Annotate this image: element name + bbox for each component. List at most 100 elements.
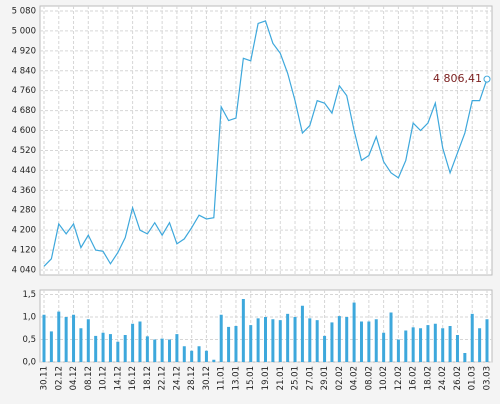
last-point: [483, 75, 491, 83]
x-tick-label: 08.12: [84, 366, 94, 390]
y-tick-label: 4 680: [12, 106, 36, 116]
y-tick-label: 4 040: [12, 266, 36, 276]
volume-bar: [293, 317, 297, 362]
x-tick-label: 10.12: [99, 366, 109, 390]
volume-bar: [300, 305, 304, 362]
y-tick-label: 4 920: [12, 46, 36, 56]
x-tick-label: 04.12: [69, 366, 79, 390]
volume-bar: [175, 334, 179, 362]
volume-bar: [286, 313, 290, 362]
volume-bar: [448, 326, 452, 362]
volume-bar: [153, 339, 157, 362]
volume-bar: [359, 321, 363, 362]
x-tick-label: 18.02: [423, 366, 433, 390]
x-tick-label: 30.12: [202, 366, 212, 390]
volume-bar: [271, 319, 275, 362]
volume-bar: [367, 321, 371, 362]
volume-bar: [168, 339, 172, 362]
x-tick-label: 03.03: [483, 366, 493, 390]
volume-bar: [485, 319, 489, 362]
x-tick-label: 13.01: [231, 366, 241, 390]
volume-bar: [264, 317, 267, 362]
y-tick-label: 0,5: [22, 335, 36, 345]
x-tick-label: 25.01: [291, 366, 301, 390]
volume-bar: [330, 322, 334, 362]
x-tick-label: 04.02: [350, 366, 360, 390]
x-tick-label: 16.02: [409, 366, 419, 390]
volume-bar: [419, 328, 423, 362]
volume-bar: [337, 316, 341, 362]
volume-bar: [64, 317, 68, 362]
volume-bar: [374, 319, 378, 362]
y-tick-label: 5 000: [12, 26, 36, 36]
x-tick-label: 24.12: [172, 366, 182, 390]
volume-bar: [86, 319, 90, 362]
volume-bar: [249, 325, 253, 362]
x-tick-label: 29.01: [320, 366, 330, 390]
x-tick-label: 02.12: [54, 366, 64, 390]
volume-bar: [323, 335, 327, 362]
volume-bar: [160, 338, 164, 362]
y-tick-label: 4 760: [12, 86, 36, 96]
y-tick-label: 4 600: [12, 126, 36, 136]
volume-bar: [116, 341, 120, 362]
x-tick-label: 12.02: [394, 366, 404, 390]
volume-bar: [478, 328, 482, 362]
x-tick-label: 18.12: [143, 366, 153, 390]
volume-bar: [212, 359, 216, 362]
volume-bar: [345, 317, 349, 362]
volume-bar: [79, 328, 83, 362]
volume-bar: [278, 320, 282, 362]
volume-bar: [227, 326, 231, 362]
x-tick-label: 21.01: [276, 366, 286, 390]
volume-bar: [382, 332, 386, 362]
x-tick-label: 16.12: [128, 366, 138, 390]
volume-bar: [256, 318, 260, 362]
volume-bar: [315, 320, 319, 362]
y-tick-label: 0,0: [22, 358, 36, 368]
volume-bar: [182, 346, 186, 362]
x-tick-label: 02.02: [335, 366, 345, 390]
volume-bar: [101, 332, 105, 362]
last-value-label: 4 806,41: [433, 72, 482, 85]
y-tick-label: 4 120: [12, 246, 36, 256]
x-tick-label: 24.02: [438, 366, 448, 390]
volume-bar: [57, 311, 61, 362]
x-tick-label: 22.12: [158, 366, 168, 390]
x-tick-label: 10.02: [379, 366, 389, 390]
volume-bar: [219, 314, 223, 362]
y-tick-label: 4 440: [12, 166, 36, 176]
volume-bar: [138, 321, 142, 362]
x-tick-label: 01.03: [468, 366, 478, 390]
volume-bar: [49, 331, 53, 362]
volume-bar: [352, 302, 356, 362]
x-tick-label: 26.02: [453, 366, 463, 390]
volume-bar: [241, 299, 245, 362]
volume-bar: [455, 335, 459, 362]
y-tick-label: 4 840: [12, 66, 36, 76]
y-tick-label: 1,0: [22, 313, 36, 323]
volume-bar: [411, 327, 415, 362]
volume-bar: [42, 314, 46, 362]
x-tick-label: 08.02: [364, 366, 374, 390]
volume-bar: [197, 346, 201, 362]
volume-bar: [470, 313, 474, 362]
x-tick-label: 19.01: [261, 366, 271, 390]
volume-bar: [404, 330, 408, 362]
x-tick-label: 27.01: [305, 366, 315, 390]
volume-bar: [463, 353, 467, 362]
volume-bar: [389, 312, 393, 362]
y-tick-label: 4 200: [12, 226, 36, 236]
x-tick-label: 14.12: [113, 366, 123, 390]
volume-bar: [426, 325, 430, 362]
x-tick-label: 30.11: [40, 366, 50, 390]
y-tick-label: 5 080: [12, 6, 36, 16]
volume-bar: [234, 326, 238, 362]
volume-bar: [190, 350, 194, 362]
y-tick-label: 4 280: [12, 206, 36, 216]
volume-bar: [145, 336, 149, 362]
volume-bar: [94, 335, 98, 362]
volume-bar: [131, 323, 135, 362]
volume-bar: [123, 335, 127, 362]
